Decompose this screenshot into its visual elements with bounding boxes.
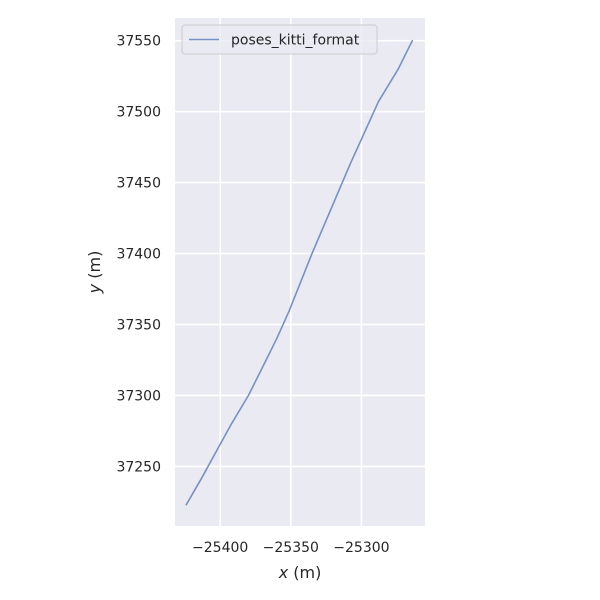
y-tick-label: 37350 [116, 318, 161, 334]
plot-background [175, 18, 425, 526]
x-tick-label: −25300 [333, 540, 389, 556]
legend-box [181, 24, 378, 55]
y-tick-label: 37400 [116, 247, 161, 263]
x-axis-unit: (m) [288, 563, 321, 582]
x-axis-variable: x [278, 563, 289, 582]
y-axis-variable: y [85, 283, 104, 294]
y-tick-label: 37550 [116, 34, 161, 50]
y-axis-label: y (m) [85, 251, 104, 295]
x-axis-ticks: −25400 −25350 −25300 [192, 540, 390, 556]
y-axis-unit: (m) [85, 251, 104, 284]
x-tick-label: −25400 [192, 540, 248, 556]
series-layer [185, 39, 414, 506]
x-tick-label: −25350 [263, 540, 319, 556]
y-tick-label: 37300 [116, 388, 161, 404]
x-axis-label: x (m) [278, 563, 322, 582]
grid [175, 18, 425, 526]
legend: poses_kitti_format [181, 24, 378, 55]
y-axis-ticks: 37250 37300 37350 37400 37450 37500 37550 [116, 34, 161, 476]
series-line-poses_kitti_format [185, 39, 414, 506]
y-tick-label: 37450 [116, 176, 161, 192]
y-tick-label: 37500 [116, 105, 161, 121]
y-tick-label: 37250 [116, 459, 161, 475]
legend-label: poses_kitti_format [231, 33, 360, 49]
